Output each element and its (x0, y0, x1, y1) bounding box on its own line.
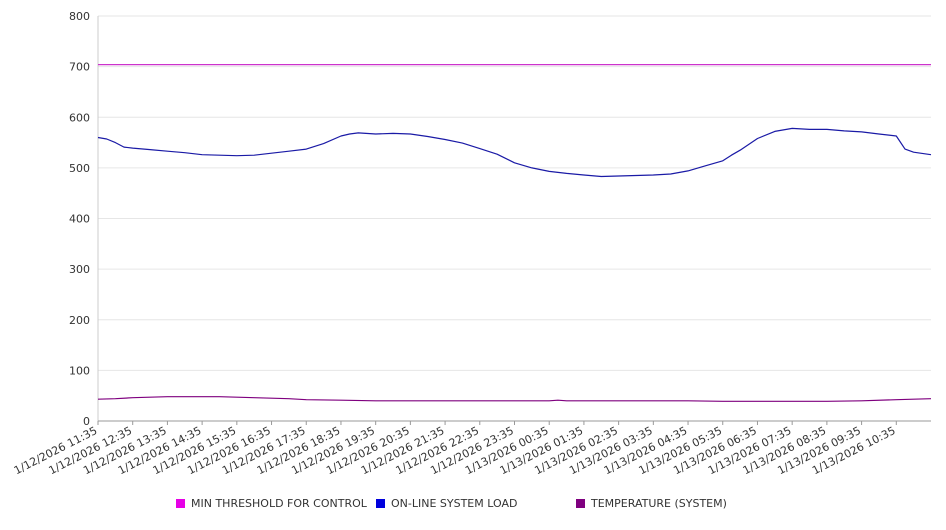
axes (97, 16, 931, 425)
legend: MIN THRESHOLD FOR CONTROL ON-LINE SYSTEM… (0, 497, 946, 515)
series-line-temperature (97, 396, 932, 402)
y-tick-label: 300 (69, 263, 90, 276)
y-tick-label: 400 (69, 213, 90, 226)
series-line-system-load (97, 127, 932, 178)
y-axis-tick-labels: 0 100 200 300 400 500 600 700 800 (69, 10, 90, 428)
legend-label-system-load: ON-LINE SYSTEM LOAD (391, 497, 518, 510)
legend-swatch-temperature (576, 499, 585, 508)
legend-swatch-system-load (376, 499, 385, 508)
legend-item-system-load[interactable]: ON-LINE SYSTEM LOAD (376, 497, 517, 510)
legend-item-min-threshold[interactable]: MIN THRESHOLD FOR CONTROL (176, 497, 367, 510)
grid-lines (98, 15, 931, 371)
y-tick-label: 200 (69, 314, 90, 327)
legend-label-min-threshold: MIN THRESHOLD FOR CONTROL (191, 497, 367, 510)
y-tick-label: 100 (69, 364, 90, 377)
legend-item-temperature[interactable]: TEMPERATURE (SYSTEM) (576, 497, 727, 510)
y-tick-label: 0 (83, 415, 90, 428)
x-axis-tick-labels: 1/12/2026 11:351/12/2026 12:351/12/2026 … (12, 424, 898, 477)
y-tick-label: 600 (69, 111, 90, 124)
legend-swatch-min-threshold (176, 499, 185, 508)
legend-label-temperature: TEMPERATURE (SYSTEM) (591, 497, 727, 510)
y-tick-label: 700 (69, 61, 90, 74)
y-tick-label: 800 (69, 10, 90, 23)
series-lines (97, 63, 932, 402)
y-tick-label: 500 (69, 162, 90, 175)
